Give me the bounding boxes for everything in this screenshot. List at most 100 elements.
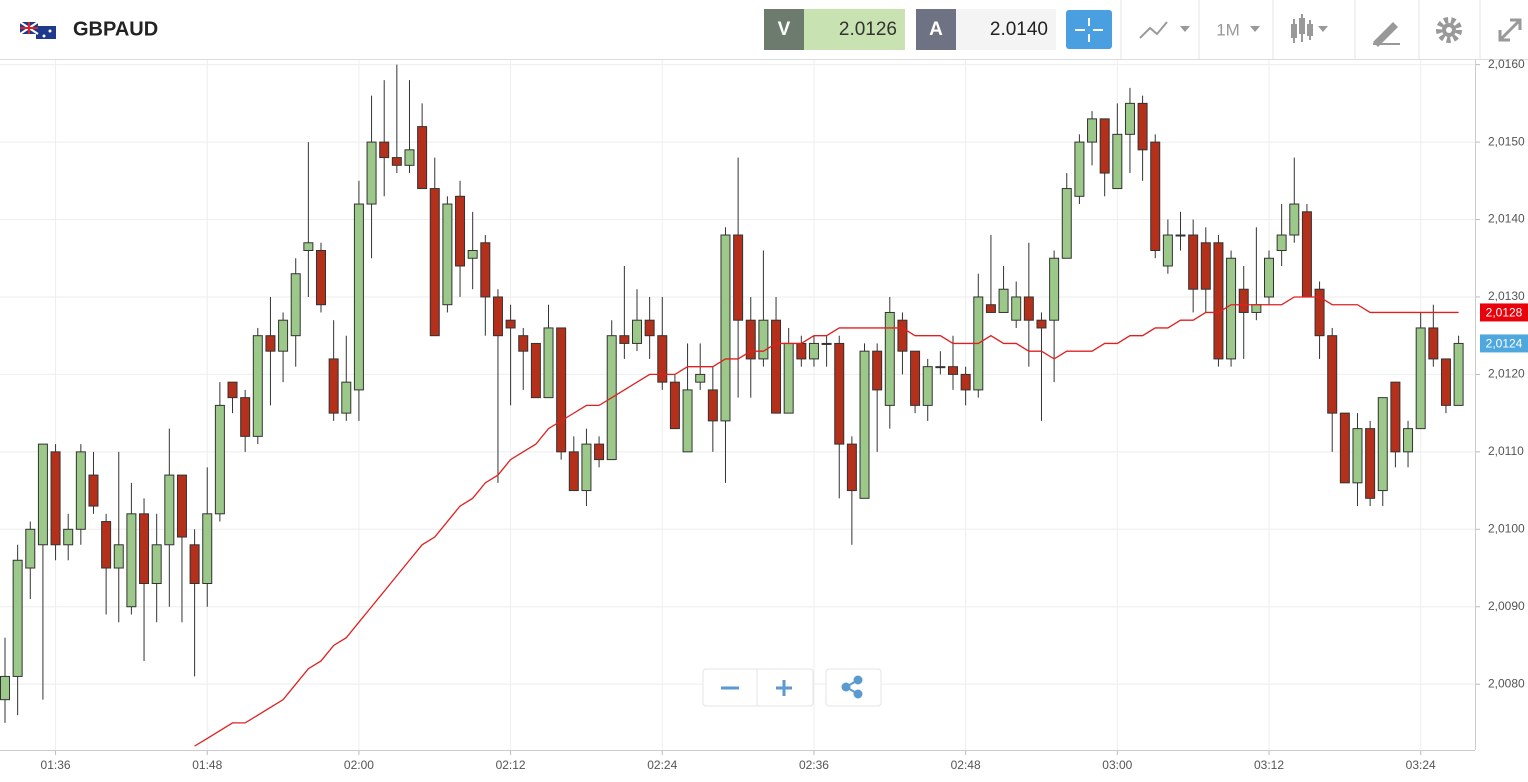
candle-body <box>442 203 453 306</box>
candle-body <box>935 366 946 369</box>
y-tick-label: 2,0120 <box>1488 367 1525 381</box>
price-tag <box>1480 334 1528 353</box>
candle-body <box>303 242 314 252</box>
candle-body <box>682 389 693 453</box>
y-tick-label: 2,0080 <box>1488 676 1525 690</box>
candle-body <box>1238 288 1249 313</box>
candle-body <box>214 404 225 515</box>
candle-body <box>0 675 10 701</box>
candle-body <box>227 381 238 399</box>
candle-body <box>796 342 807 360</box>
candle-body <box>328 358 339 414</box>
candle-body <box>1175 234 1186 237</box>
candle-body <box>391 157 402 166</box>
sell-price-box[interactable] <box>804 9 905 50</box>
candle-body <box>1403 428 1414 453</box>
candle-body <box>922 366 933 406</box>
candle-body <box>707 389 718 422</box>
candle-body <box>1049 257 1060 321</box>
candle-body <box>467 250 478 259</box>
zoom-group <box>702 668 814 707</box>
candle-body <box>1011 296 1022 321</box>
settings-button[interactable] <box>1436 17 1462 43</box>
candle-body <box>998 288 1009 313</box>
flag-icon <box>19 21 56 39</box>
candle-body <box>164 474 175 546</box>
zoom-in-button[interactable] <box>776 680 792 696</box>
candle-body <box>353 203 364 391</box>
candle-body <box>417 126 428 190</box>
candle-body <box>568 451 579 492</box>
candle-body <box>75 451 86 530</box>
candle-body <box>1390 381 1401 453</box>
candle-body <box>1264 257 1274 298</box>
candle-body <box>1276 234 1287 252</box>
candle-type-button[interactable] <box>1291 14 1328 43</box>
candle-body <box>1453 342 1464 406</box>
candle-body <box>1352 428 1363 484</box>
candle-body <box>1213 242 1224 360</box>
candle-body <box>1099 118 1110 174</box>
candle-body <box>278 319 289 352</box>
candle-body <box>530 342 541 399</box>
x-tick-label: 02:36 <box>799 758 829 772</box>
candle-body <box>480 242 491 298</box>
sell-button[interactable] <box>764 9 804 50</box>
candle-body <box>1200 242 1211 290</box>
sell-price: 2.0126 <box>839 19 897 40</box>
candle-body <box>1226 257 1237 360</box>
candle-body <box>505 319 516 329</box>
candle-body <box>771 319 782 414</box>
crosshair-button[interactable] <box>1066 10 1112 49</box>
candle-body <box>1314 288 1325 337</box>
candle-body <box>846 443 857 492</box>
candle-body <box>455 195 466 267</box>
draw-tool-button[interactable] <box>1373 22 1400 47</box>
share-box[interactable] <box>825 668 882 707</box>
timeframe-caret <box>1250 26 1260 32</box>
y-tick-label: 2,0090 <box>1488 599 1525 613</box>
candle-body <box>733 234 744 321</box>
candle-body <box>1124 102 1135 135</box>
x-tick-label: 03:24 <box>1406 758 1436 772</box>
buy-button[interactable] <box>916 9 956 50</box>
candle-body <box>1289 203 1300 236</box>
candle-body <box>101 521 112 569</box>
candle-body <box>1365 428 1376 499</box>
x-tick-label: 01:36 <box>41 758 71 772</box>
candle-body <box>619 335 630 344</box>
expand-button[interactable] <box>1498 18 1522 42</box>
candle-body <box>176 474 187 538</box>
candle-body <box>113 544 124 569</box>
y-tick-label: 2,0140 <box>1488 212 1525 226</box>
candle-body <box>985 304 996 313</box>
toolbar: GBPAUD V 2.0126 A 2.0140 1M <box>0 0 1528 60</box>
chart-type-button[interactable] <box>1139 21 1190 39</box>
candle-body <box>151 544 162 585</box>
separators <box>1120 0 1481 59</box>
candle-body <box>1162 234 1173 267</box>
candle-body <box>139 513 150 585</box>
candle-body <box>1137 102 1148 151</box>
candle-body <box>948 366 958 375</box>
y-tick-label: 2,0160 <box>1488 57 1525 71</box>
candle-body <box>758 319 769 360</box>
price-tag-label: 2,0128 <box>1486 306 1523 320</box>
y-tick-label: 2,0100 <box>1488 521 1525 535</box>
candle-body <box>189 544 200 585</box>
x-tick-label: 02:24 <box>647 758 677 772</box>
candle-body <box>821 342 832 345</box>
y-tick-label: 2,0130 <box>1488 289 1525 303</box>
candle-body <box>632 319 642 344</box>
y-tick-label: 2,0150 <box>1488 134 1525 148</box>
candle-body <box>872 350 883 391</box>
candle-body <box>252 335 263 437</box>
x-tick-label: 02:00 <box>344 758 374 772</box>
candle-body <box>63 528 74 546</box>
candle-body <box>1251 304 1262 313</box>
buy-price-box[interactable] <box>956 9 1056 50</box>
sell-label: V <box>778 19 791 40</box>
timeframe[interactable]: 1M <box>1216 20 1240 39</box>
candle-body <box>834 342 845 445</box>
